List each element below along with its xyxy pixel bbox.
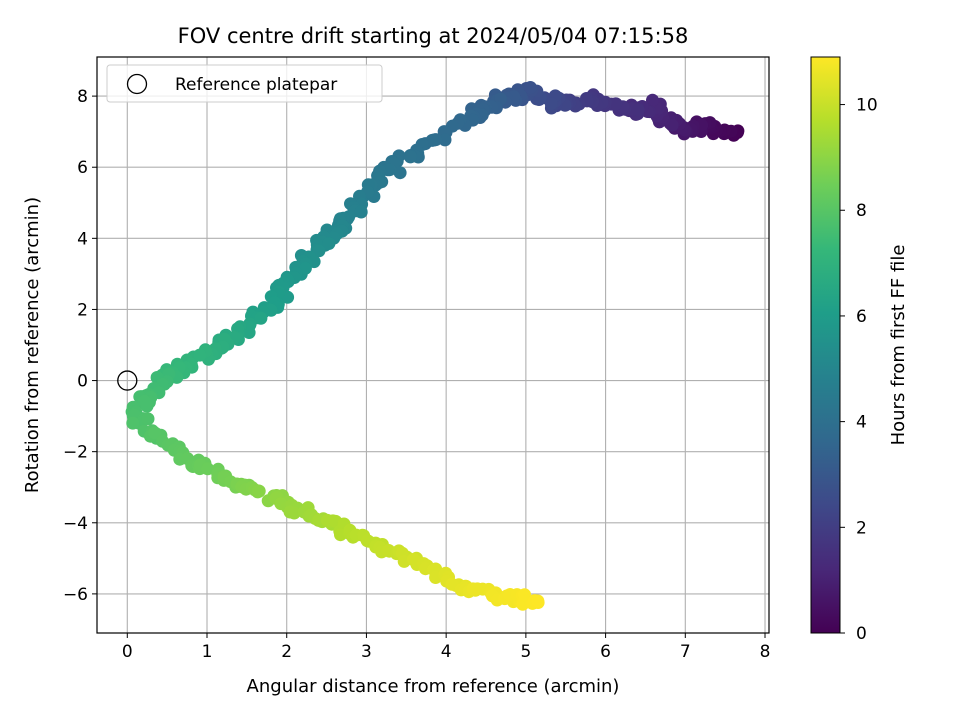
- data-point: [646, 93, 659, 107]
- data-point: [393, 166, 407, 180]
- data-point: [322, 237, 336, 250]
- data-point: [407, 553, 420, 566]
- data-point: [252, 484, 266, 498]
- colorbar-tick-label: 10: [856, 96, 878, 116]
- x-tick-label: 2: [281, 642, 292, 662]
- colorbar-tick-label: 2: [856, 518, 867, 538]
- data-point: [148, 426, 162, 440]
- data-point: [354, 205, 368, 219]
- y-tick-label: 0: [77, 372, 88, 392]
- x-tick-label: 1: [202, 642, 213, 662]
- y-tick-label: 8: [77, 87, 88, 107]
- data-point: [438, 133, 452, 147]
- x-axis-ticks: 0 1 2 3 4 5 6 7 8: [122, 633, 771, 662]
- data-point: [140, 399, 154, 413]
- data-point: [141, 412, 155, 426]
- reference-platepar-marker: [117, 370, 138, 391]
- x-tick-label: 7: [680, 642, 691, 662]
- data-point: [312, 244, 326, 258]
- colorbar-tick-label: 4: [856, 413, 867, 433]
- data-point: [254, 311, 268, 325]
- x-tick-label: 3: [361, 642, 372, 662]
- data-point: [523, 81, 537, 94]
- y-axis-label: Rotation from reference (arcmin): [22, 197, 43, 493]
- data-point: [609, 97, 623, 111]
- data-point: [425, 133, 439, 147]
- colorbar-tick-label: 8: [856, 201, 867, 221]
- y-tick-label: −6: [63, 585, 88, 605]
- chart-title: FOV centre drift starting at 2024/05/04 …: [178, 24, 689, 48]
- colorbar-tick-label: 6: [856, 307, 867, 327]
- data-point: [544, 97, 558, 111]
- y-tick-label: −4: [63, 514, 88, 534]
- data-point: [531, 594, 545, 608]
- legend: Reference platepar: [106, 64, 383, 103]
- legend-entry-label: Reference platepar: [175, 75, 337, 95]
- x-tick-label: 5: [520, 642, 531, 662]
- data-points: [117, 81, 745, 611]
- colorbar: [810, 56, 841, 634]
- data-point: [287, 506, 301, 520]
- y-axis-ticks: −6 −4 −2 0 2 4 6 8: [63, 87, 97, 605]
- legend-box: [106, 64, 383, 103]
- data-point: [193, 348, 207, 362]
- data-point: [403, 150, 417, 164]
- data-point: [518, 588, 532, 602]
- data-point: [466, 582, 480, 596]
- colorbar-ticks: 0 2 4 6 8 10: [840, 96, 878, 644]
- x-tick-label: 6: [600, 642, 611, 662]
- legend-reference-marker: [126, 73, 148, 95]
- colorbar-label: Hours from first FF file: [888, 245, 909, 446]
- x-tick-label: 4: [441, 642, 452, 662]
- y-tick-label: −2: [63, 443, 88, 463]
- y-tick-label: 6: [77, 158, 88, 178]
- x-axis-label: Angular distance from reference (arcmin): [247, 676, 620, 697]
- y-tick-label: 4: [77, 229, 88, 249]
- x-tick-label: 0: [122, 642, 133, 662]
- data-point: [201, 462, 215, 476]
- grid-lines: [97, 57, 769, 633]
- colorbar-tick-label: 0: [856, 624, 867, 644]
- plot-frame: [96, 56, 770, 634]
- y-tick-label: 2: [77, 300, 88, 320]
- x-tick-label: 8: [760, 642, 771, 662]
- data-point: [631, 103, 645, 117]
- data-point: [126, 416, 140, 430]
